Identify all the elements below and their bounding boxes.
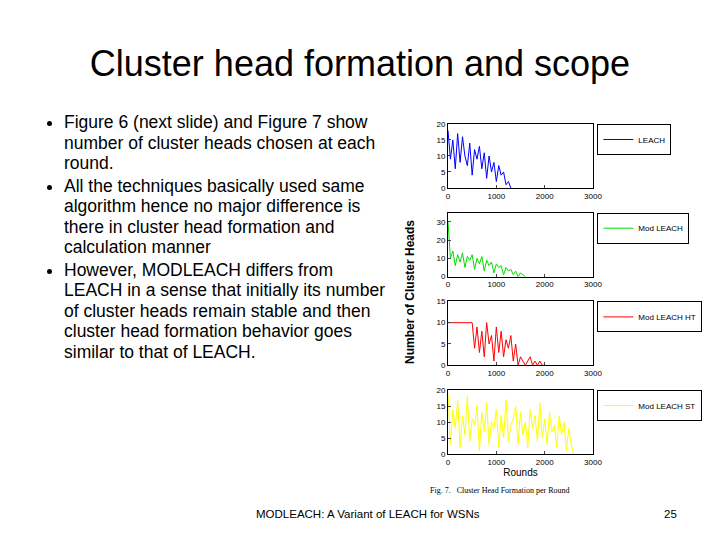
svg-text:15: 15 <box>436 297 445 306</box>
html-text:MODLEACH: A Variant of LEACH f: MODLEACH: A Variant of LEACH for WSNs <box>256 508 480 520</box>
svg-text:2000: 2000 <box>536 280 554 289</box>
html-text:25: 25 <box>664 508 677 520</box>
svg-text:1000: 1000 <box>487 369 505 378</box>
svg-text:3000: 3000 <box>584 280 602 289</box>
html-text:However, MODLEACH differs from: However, MODLEACH differs from LEACH in … <box>64 259 385 362</box>
svg-text:Mod LEACH: Mod LEACH <box>638 224 683 233</box>
svg-text:3000: 3000 <box>584 192 602 201</box>
svg-text:Mod LEACH HT: Mod LEACH HT <box>638 313 695 322</box>
svg-text:1000: 1000 <box>487 192 505 201</box>
svg-text:2000: 2000 <box>536 369 554 378</box>
svg-text:0: 0 <box>446 192 451 201</box>
svg-text:2000: 2000 <box>536 192 554 201</box>
svg-text:10: 10 <box>436 318 445 327</box>
svg-text:10: 10 <box>436 418 445 427</box>
svg-text:0: 0 <box>441 361 446 370</box>
svg-text:0: 0 <box>441 450 446 459</box>
svg-text:10: 10 <box>436 152 445 161</box>
svg-text:1000: 1000 <box>487 458 505 467</box>
svg-text:5: 5 <box>441 340 446 349</box>
svg-text:15: 15 <box>436 136 445 145</box>
svg-text:LEACH: LEACH <box>638 136 665 145</box>
html-text:All the techniques basically u: All the techniques basically used same a… <box>64 175 365 257</box>
html-text:Fig. 7. Cluster Head Formation: Fig. 7. Cluster Head Formation per Round <box>430 486 570 495</box>
html-text:Cluster head formation and sco: Cluster head formation and scope <box>89 43 631 84</box>
svg-text:0: 0 <box>446 458 451 467</box>
svg-text:30: 30 <box>436 218 445 227</box>
html-text:Number of Cluster Heads: Number of Cluster Heads <box>403 220 417 364</box>
svg-text:15: 15 <box>436 402 445 411</box>
svg-text:5: 5 <box>441 168 446 177</box>
svg-text:0: 0 <box>441 272 446 281</box>
svg-text:20: 20 <box>436 236 445 245</box>
svg-text:Mod LEACH ST: Mod LEACH ST <box>638 402 695 411</box>
svg-text:1000: 1000 <box>487 280 505 289</box>
svg-text:0: 0 <box>446 280 451 289</box>
svg-text:Rounds: Rounds <box>503 467 537 478</box>
svg-text:0: 0 <box>446 369 451 378</box>
svg-text:3000: 3000 <box>584 458 602 467</box>
html-text:Figure 6 (next slide) and Figu: Figure 6 (next slide) and Figure 7 show … <box>64 112 376 173</box>
svg-text:0: 0 <box>441 184 446 193</box>
svg-text:10: 10 <box>436 254 445 263</box>
svg-text:3000: 3000 <box>584 369 602 378</box>
svg-text:20: 20 <box>436 120 445 129</box>
svg-text:2000: 2000 <box>536 458 554 467</box>
svg-text:5: 5 <box>441 434 446 443</box>
svg-text:20: 20 <box>436 386 445 395</box>
